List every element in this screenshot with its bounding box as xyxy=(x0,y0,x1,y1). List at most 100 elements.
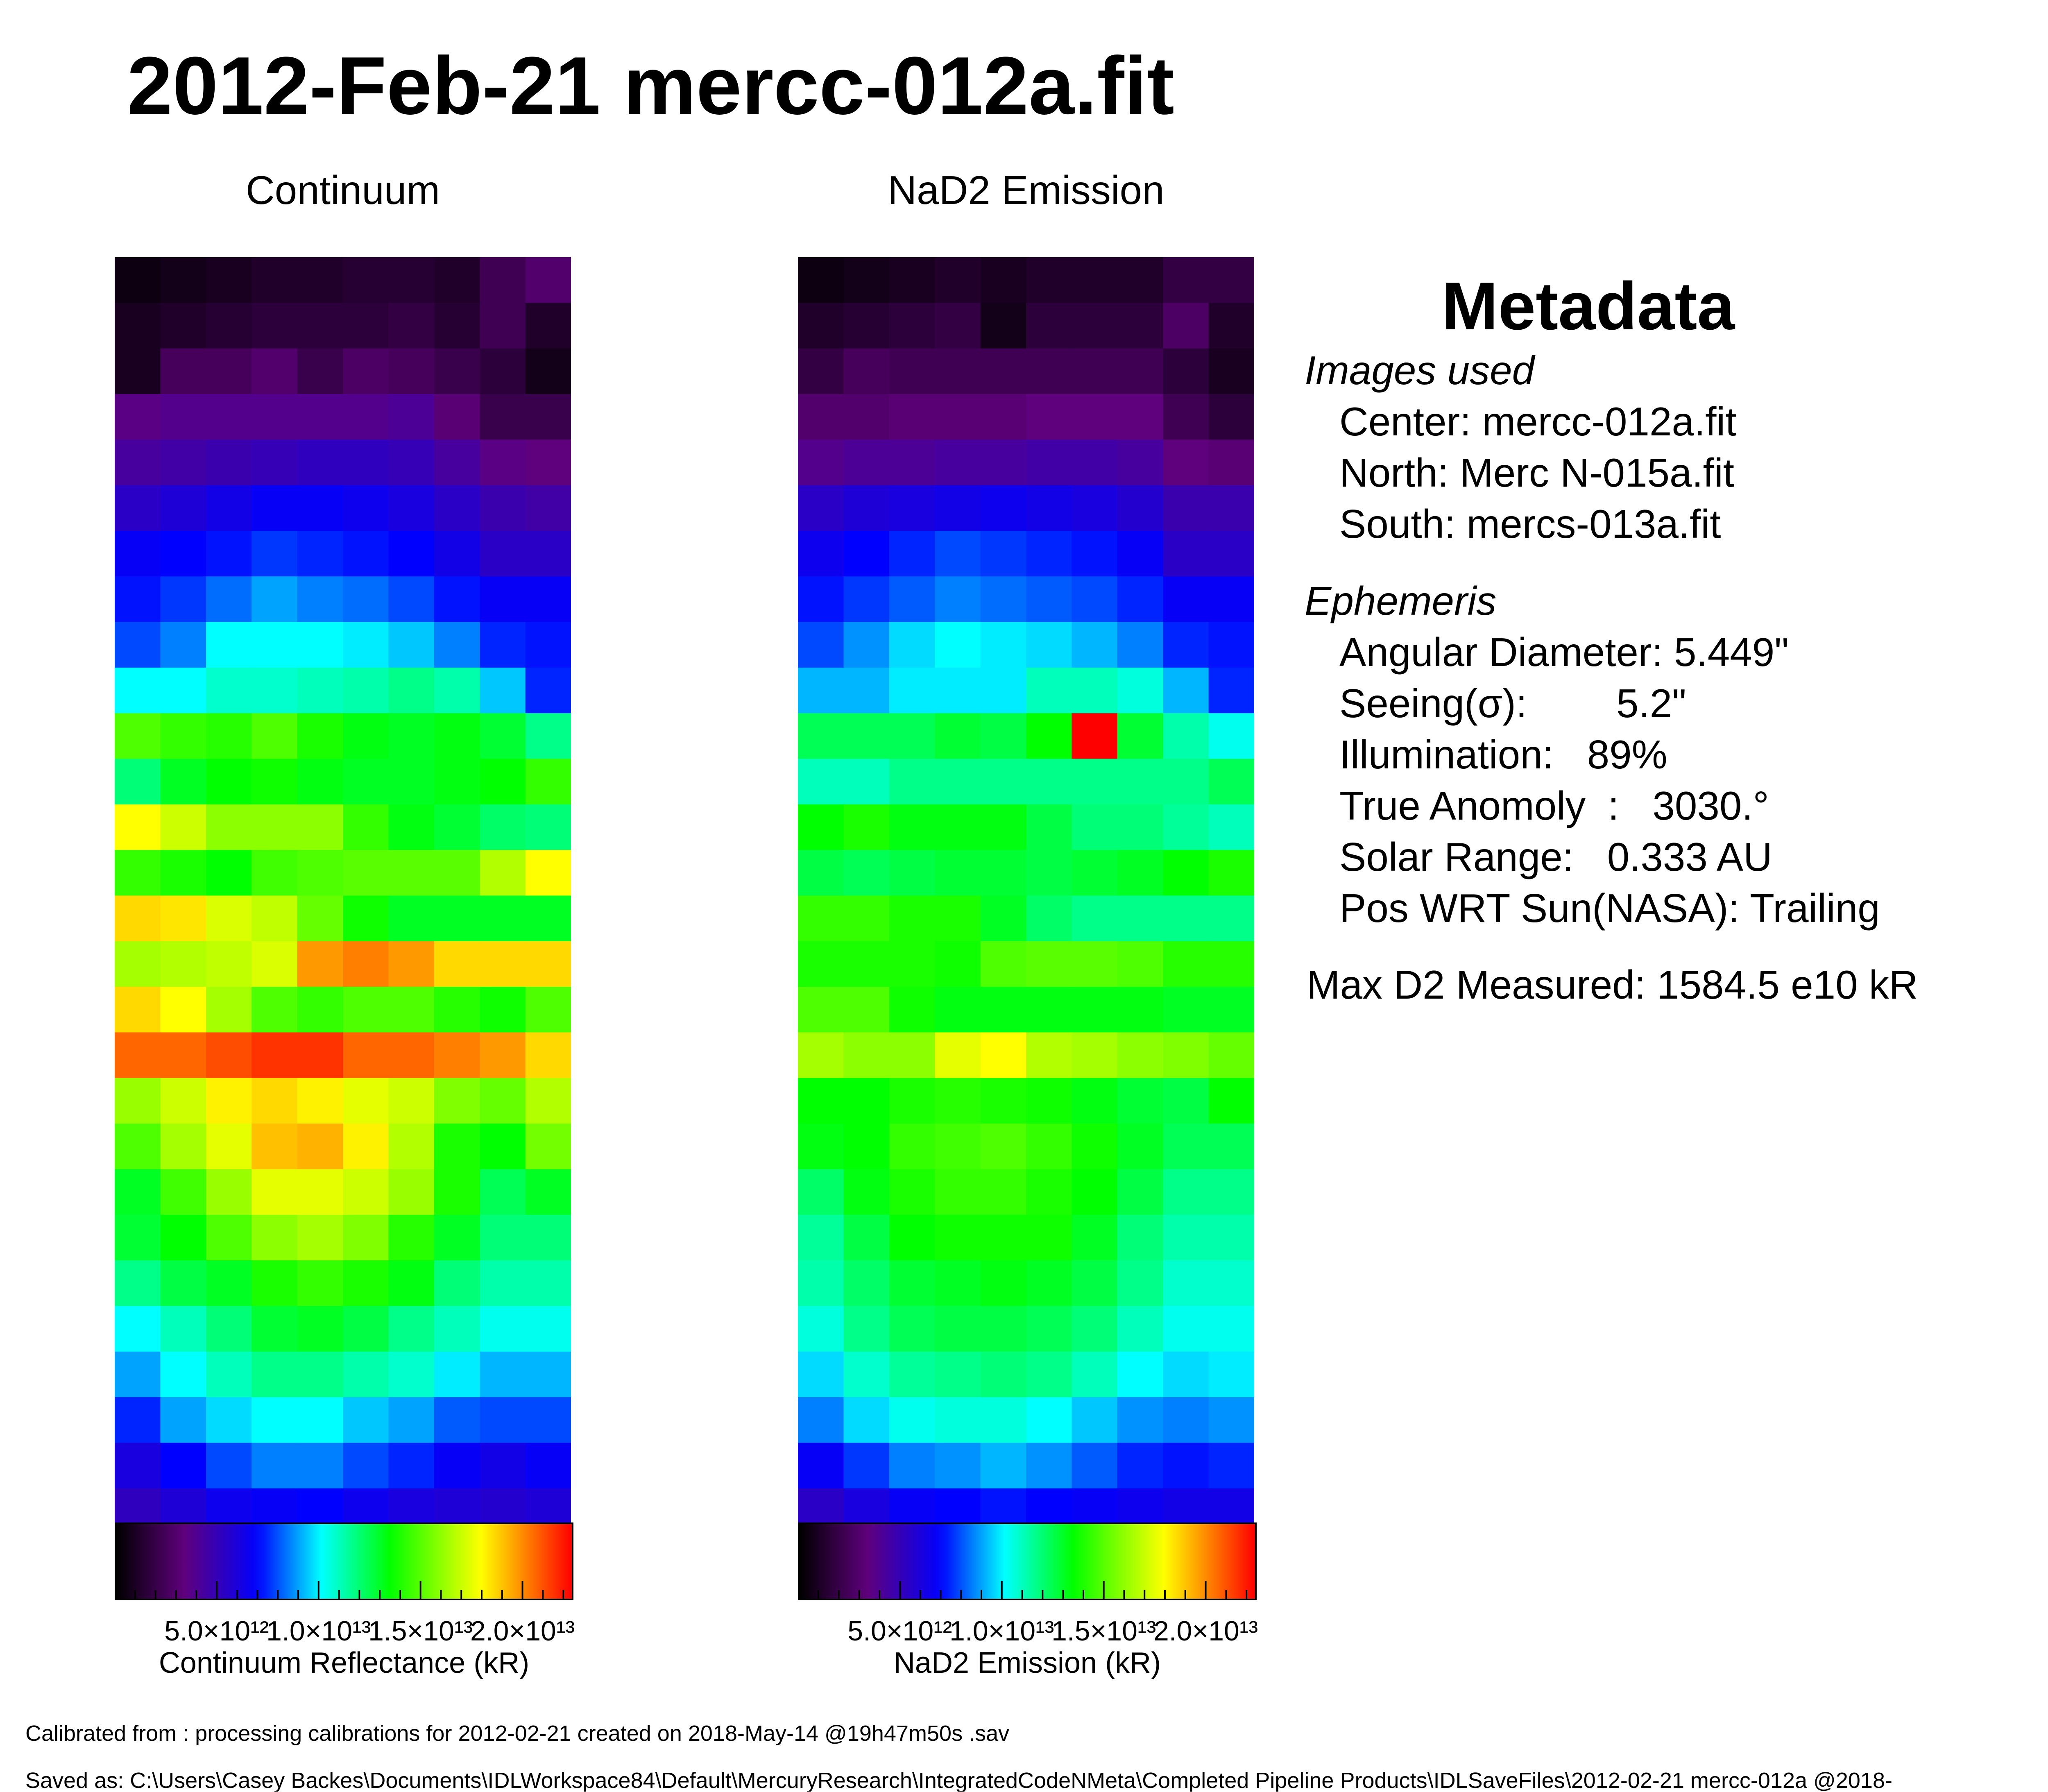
nad2-cell-r3-c3 xyxy=(935,394,981,440)
continuum-cell-r0-c9 xyxy=(525,257,571,304)
continuum-cell-r22-c5 xyxy=(343,1260,389,1307)
continuum-cell-r23-c3 xyxy=(251,1306,298,1352)
nad2-cell-r10-c0 xyxy=(798,713,844,759)
nad2-cell-r15-c7 xyxy=(1117,941,1163,987)
nad2-cell-r5-c4 xyxy=(980,485,1026,531)
continuum-cell-r13-c9 xyxy=(525,850,571,896)
continuum-cell-r19-c9 xyxy=(525,1124,571,1170)
nad2-cell-r9-c1 xyxy=(843,667,890,714)
page-title: 2012-Feb-21 mercc-012a.fit xyxy=(127,40,1174,131)
nad2-cell-r15-c8 xyxy=(1163,941,1209,987)
continuum-cell-r7-c5 xyxy=(343,576,389,623)
continuum-cell-r5-c3 xyxy=(251,485,298,531)
nad2-cell-r13-c2 xyxy=(889,850,935,896)
continuum-cell-r14-c4 xyxy=(297,895,343,942)
continuum-cell-r3-c2 xyxy=(206,394,252,440)
nad2-cell-r0-c4 xyxy=(980,257,1026,304)
nad2-cell-r17-c8 xyxy=(1163,1032,1209,1078)
continuum-cell-r11-c2 xyxy=(206,759,252,805)
continuum-heatmap xyxy=(115,257,571,1534)
continuum-cell-r23-c0 xyxy=(115,1306,161,1352)
nad2-cell-r24-c6 xyxy=(1072,1351,1118,1398)
nad2-cell-r5-c9 xyxy=(1208,485,1254,531)
nad2-cell-r13-c4 xyxy=(980,850,1026,896)
nad2-cell-r17-c9 xyxy=(1208,1032,1254,1078)
continuum-cell-r2-c8 xyxy=(480,348,526,394)
continuum-cell-r21-c4 xyxy=(297,1214,343,1261)
nad2-cell-r14-c0 xyxy=(798,895,844,942)
nad2-cell-r26-c3 xyxy=(935,1443,981,1489)
continuum-cell-r1-c6 xyxy=(388,303,435,349)
continuum-cell-r18-c9 xyxy=(525,1078,571,1124)
nad2-cell-r1-c1 xyxy=(843,303,890,349)
continuum-cell-r26-c2 xyxy=(206,1443,252,1489)
continuum-cell-r5-c1 xyxy=(160,485,206,531)
nad2-cell-r23-c1 xyxy=(843,1306,890,1352)
nad2-cell-r22-c8 xyxy=(1163,1260,1209,1307)
continuum-cell-r18-c6 xyxy=(388,1078,435,1124)
continuum-cell-r10-c3 xyxy=(251,713,298,759)
nad2-cell-r24-c3 xyxy=(935,1351,981,1398)
continuum-cell-r10-c7 xyxy=(434,713,480,759)
continuum-cell-r26-c6 xyxy=(388,1443,435,1489)
nad2-cell-r21-c2 xyxy=(889,1214,935,1261)
continuum-cell-r2-c7 xyxy=(434,348,480,394)
nad2-cell-r4-c3 xyxy=(935,440,981,486)
continuum-cell-r21-c3 xyxy=(251,1214,298,1261)
nad2-cell-r16-c4 xyxy=(980,987,1026,1033)
nad2-cell-r10-c3 xyxy=(935,713,981,759)
continuum-cell-r4-c3 xyxy=(251,440,298,486)
nad2-cell-r19-c8 xyxy=(1163,1124,1209,1170)
nad2-cell-r12-c8 xyxy=(1163,804,1209,850)
nad2-cell-r5-c7 xyxy=(1117,485,1163,531)
nad2-cell-r13-c7 xyxy=(1117,850,1163,896)
nad2-cell-r15-c1 xyxy=(843,941,890,987)
continuum-cell-r4-c2 xyxy=(206,440,252,486)
continuum-cell-r9-c1 xyxy=(160,667,206,714)
nad2-cell-r22-c3 xyxy=(935,1260,981,1307)
nad2-cell-r22-c0 xyxy=(798,1260,844,1307)
continuum-cell-r9-c3 xyxy=(251,667,298,714)
continuum-cell-r24-c6 xyxy=(388,1351,435,1398)
continuum-cell-r9-c9 xyxy=(525,667,571,714)
continuum-cell-r22-c7 xyxy=(434,1260,480,1307)
nad2-cell-r23-c7 xyxy=(1117,1306,1163,1352)
nad2-cell-r7-c4 xyxy=(980,576,1026,623)
nad2-cell-r13-c5 xyxy=(1026,850,1072,896)
nad2-heatmap xyxy=(798,257,1254,1534)
nad2-cell-r1-c0 xyxy=(798,303,844,349)
nad2-cell-r9-c4 xyxy=(980,667,1026,714)
continuum-cell-r13-c4 xyxy=(297,850,343,896)
continuum-cell-r22-c8 xyxy=(480,1260,526,1307)
continuum-cell-r0-c6 xyxy=(388,257,435,304)
nad2-cell-r25-c2 xyxy=(889,1397,935,1443)
continuum-cell-r11-c3 xyxy=(251,759,298,805)
continuum-cell-r14-c7 xyxy=(434,895,480,942)
nad2-cell-r0-c8 xyxy=(1163,257,1209,304)
continuum-cell-r15-c4 xyxy=(297,941,343,987)
continuum-cell-r5-c5 xyxy=(343,485,389,531)
continuum-cell-r24-c2 xyxy=(206,1351,252,1398)
nad2-cell-r12-c2 xyxy=(889,804,935,850)
continuum-cell-r7-c9 xyxy=(525,576,571,623)
continuum-cell-r14-c1 xyxy=(160,895,206,942)
continuum-cell-r0-c2 xyxy=(206,257,252,304)
nad2-cell-r10-c7 xyxy=(1117,713,1163,759)
continuum-cell-r13-c7 xyxy=(434,850,480,896)
nad2-cell-r12-c0 xyxy=(798,804,844,850)
nad2-cell-r1-c7 xyxy=(1117,303,1163,349)
continuum-cell-r13-c2 xyxy=(206,850,252,896)
continuum-cell-r25-c5 xyxy=(343,1397,389,1443)
continuum-cell-r3-c8 xyxy=(480,394,526,440)
nad2-cell-r7-c8 xyxy=(1163,576,1209,623)
continuum-cell-r16-c1 xyxy=(160,987,206,1033)
continuum-cell-r7-c3 xyxy=(251,576,298,623)
continuum-cell-r0-c5 xyxy=(343,257,389,304)
nad2-cell-r24-c7 xyxy=(1117,1351,1163,1398)
nad2-cell-r20-c6 xyxy=(1072,1169,1118,1215)
continuum-cell-r8-c0 xyxy=(115,622,161,668)
continuum-cell-r23-c4 xyxy=(297,1306,343,1352)
nad2-cell-r11-c6 xyxy=(1072,759,1118,805)
nad2-cell-r13-c8 xyxy=(1163,850,1209,896)
nad2-cell-r12-c4 xyxy=(980,804,1026,850)
